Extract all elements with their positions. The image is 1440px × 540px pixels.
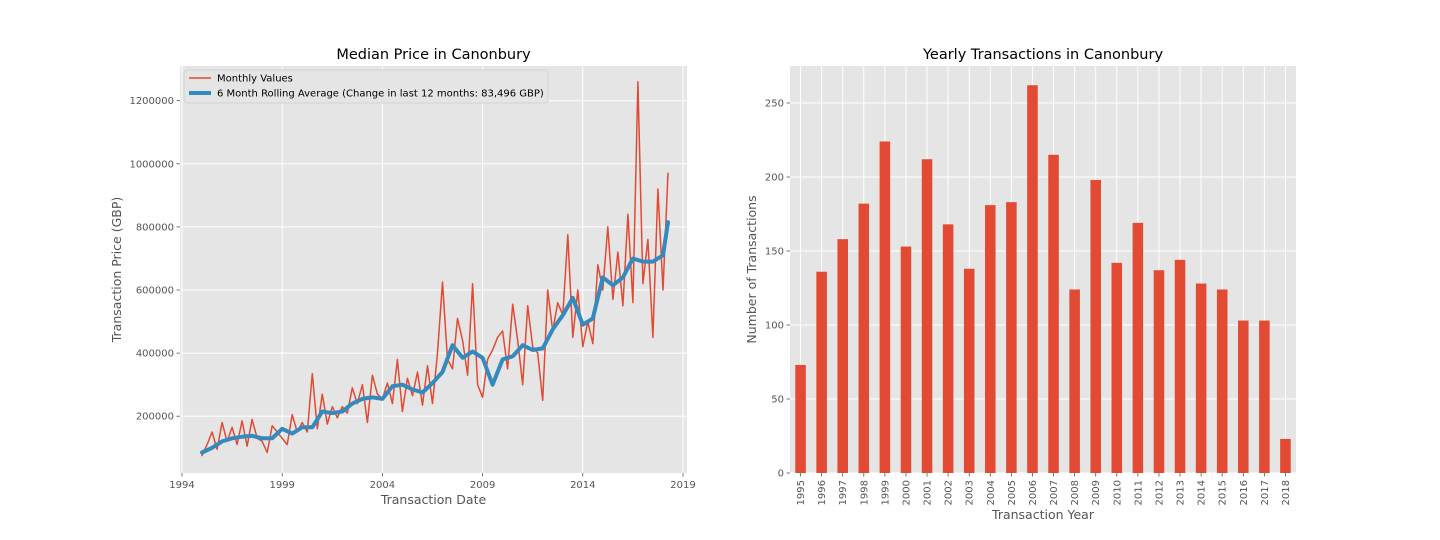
y-tick-label: 600000	[136, 286, 174, 297]
x-tick-label: 2013	[1176, 480, 1187, 505]
tick-labels: 0 50 100 150 200 250 1995 1996 1997 1998 1999 2000 2…	[765, 99, 1292, 506]
legend-label-rolling: 6 Month Rolling Average (Change in last …	[217, 89, 544, 100]
bar-2012	[1153, 270, 1165, 473]
x-axis-label: Transaction Year	[991, 507, 1095, 522]
bar-1999	[879, 141, 891, 474]
bar-2006	[1027, 85, 1038, 474]
y-tick-label: 200	[765, 173, 784, 184]
x-tick-label: 2000	[901, 480, 912, 505]
x-tick-label: 1997	[838, 480, 849, 505]
y-tick-label: 50	[771, 395, 784, 406]
x-tick-label: 2008	[1070, 480, 1081, 505]
chart-title: Median Price in Canonbury	[336, 47, 531, 63]
series-group	[200, 81, 670, 457]
x-tick-label: 2012	[1154, 480, 1165, 505]
median-price-chart: 200000 400000 600000 800000 1000000 1200000 19…	[109, 47, 696, 507]
x-tick-label: 2017	[1260, 480, 1271, 505]
y-tick-label: 400000	[136, 349, 174, 360]
bar-2002	[942, 224, 954, 473]
bar-2003	[963, 268, 975, 473]
x-tick-label: 1999	[880, 480, 891, 505]
y-axis-label: Transaction Price (GBP)	[109, 197, 124, 344]
x-tick-label: 2002	[944, 480, 955, 505]
y-tick-label: 200000	[136, 412, 174, 423]
x-tick-label: 2014	[1197, 480, 1208, 505]
bars-group	[795, 85, 1291, 474]
gridlines	[180, 66, 687, 473]
x-tick-label: 1994	[169, 480, 194, 491]
bar-2014	[1195, 283, 1207, 473]
bar-2018	[1280, 438, 1291, 473]
y-tick-label: 100	[765, 321, 784, 332]
plot-area	[790, 66, 1296, 473]
bar-2016	[1238, 320, 1249, 473]
bar-1998	[858, 203, 870, 473]
yearly-transactions-chart: 0 50 100 150 200 250 1995 1996 1997 1998 1999 2000 2…	[744, 47, 1296, 522]
x-tick-label: 2016	[1239, 480, 1250, 505]
y-tick-label: 800000	[136, 222, 174, 233]
bar-1995	[795, 364, 806, 473]
legend-box	[183, 69, 549, 104]
x-tick-label: 1996	[817, 480, 828, 505]
x-tick-label: 2009	[1091, 480, 1102, 505]
bar-2001	[921, 159, 933, 474]
y-tick-label: 250	[765, 99, 784, 110]
bar-2013	[1174, 259, 1186, 473]
bar-2007	[1048, 154, 1059, 474]
bar-2015	[1216, 289, 1228, 473]
x-tick-label: 2001	[923, 480, 934, 505]
x-tick-label: 1995	[796, 480, 807, 505]
x-tick-label: 2006	[1028, 480, 1039, 505]
x-tick-label: 2018	[1281, 480, 1292, 505]
x-tick-label: 1998	[859, 480, 870, 505]
bar-2004	[985, 205, 996, 473]
x-axis-label: Transaction Date	[380, 492, 487, 507]
x-tick-label: 2015	[1218, 480, 1229, 505]
bar-1996	[816, 271, 827, 473]
x-tick-label: 2019	[670, 480, 695, 491]
y-tick-label: 0	[778, 469, 784, 480]
bar-2017	[1259, 320, 1270, 473]
x-tick-label: 1999	[269, 480, 294, 491]
bar-2009	[1090, 179, 1101, 473]
plot-area	[180, 66, 687, 473]
bar-2005	[1006, 202, 1017, 473]
bar-2008	[1069, 289, 1080, 473]
x-tick-label: 2011	[1133, 480, 1144, 505]
y-tick-label: 150	[765, 247, 784, 258]
bar-2000	[900, 246, 912, 473]
bar-2011	[1132, 222, 1144, 473]
x-tick-label: 2005	[1007, 480, 1018, 505]
x-tick-label: 2010	[1112, 480, 1123, 505]
x-tick-label: 2009	[470, 480, 495, 491]
y-axis-label: Number of Transactions	[744, 195, 759, 343]
x-tick-label: 2003	[965, 480, 976, 505]
legend-label-monthly: Monthly Values	[217, 74, 293, 85]
bar-2010	[1111, 262, 1123, 473]
bar-1997	[837, 239, 848, 473]
series-line-rolling-average	[200, 220, 670, 455]
chart-title: Yearly Transactions in Canonbury	[922, 47, 1163, 63]
x-tick-label: 2004	[370, 480, 395, 491]
tick-labels: 200000 400000 600000 800000 1000000 1200000 19…	[129, 96, 695, 491]
x-tick-label: 2004	[986, 480, 997, 505]
legend: Monthly Values 6 Month Rolling Average (…	[183, 69, 549, 104]
x-tick-label: 2014	[570, 480, 595, 491]
x-tick-label: 2007	[1049, 480, 1060, 505]
y-tick-label: 1000000	[129, 159, 174, 170]
y-tick-label: 1200000	[129, 96, 174, 107]
